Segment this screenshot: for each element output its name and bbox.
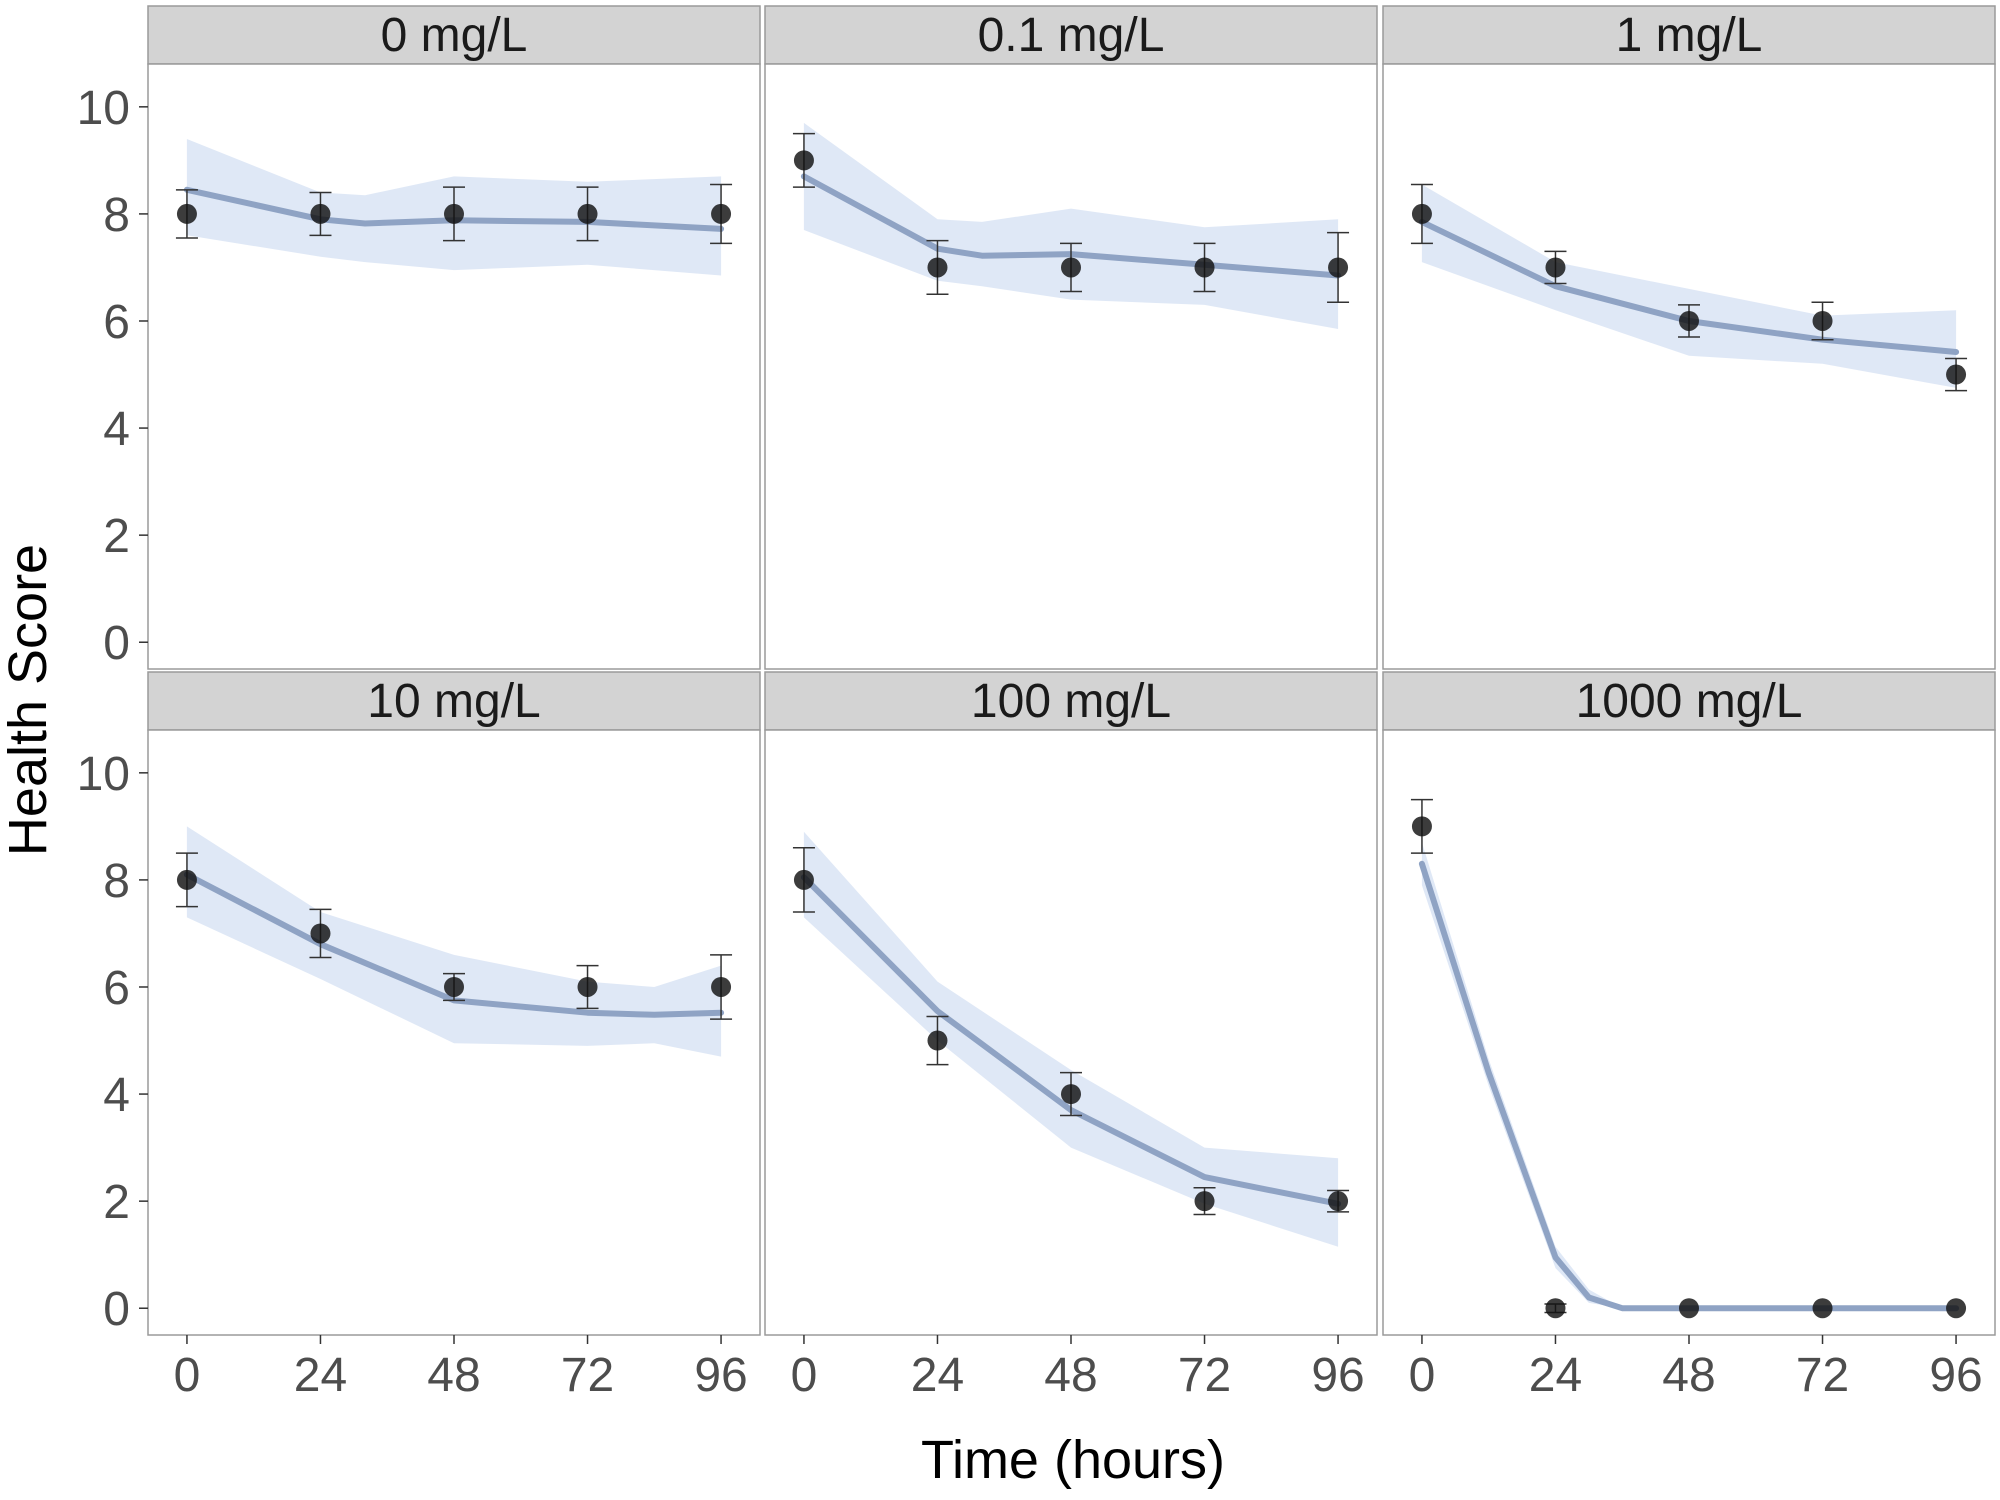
y-tick-label: 10	[77, 748, 130, 801]
smooth-line	[183, 186, 725, 232]
facet-panel: 100 mg/L	[764, 671, 1378, 1336]
x-tick-label: 72	[1796, 1349, 1849, 1402]
x-tick-label: 0	[1409, 1349, 1436, 1402]
plot-area	[764, 63, 1378, 670]
y-tick-label: 8	[103, 189, 130, 242]
confidence-ribbon	[803, 831, 1339, 1247]
facet-strip	[147, 5, 761, 65]
data-point	[310, 203, 331, 224]
data-point	[444, 203, 464, 224]
x-tick-label: 24	[911, 1349, 964, 1402]
y-tick-label: 8	[103, 855, 130, 908]
smooth-line	[183, 871, 725, 1018]
data-point	[927, 257, 948, 278]
x-tick-label: 24	[294, 1349, 347, 1402]
y-tick-label: 4	[103, 403, 130, 456]
facet-panel: 0 mg/L	[147, 5, 761, 670]
facet-title: 1000 mg/L	[1576, 675, 1803, 728]
facet-title: 100 mg/L	[971, 675, 1171, 728]
y-tick-label: 0	[103, 1283, 130, 1336]
smooth-line	[800, 173, 1342, 279]
data-point	[1411, 816, 1432, 837]
data-point	[1194, 257, 1215, 278]
facet-title: 1 mg/L	[1616, 9, 1763, 62]
x-tick-label: 0	[791, 1349, 818, 1402]
plot-area	[1382, 729, 1996, 1336]
x-tick-label: 0	[174, 1349, 201, 1402]
data-point	[1545, 257, 1566, 278]
data-point	[1679, 1298, 1699, 1319]
y-axis-title: Health Score	[0, 544, 58, 856]
y-tick-label: 2	[103, 1176, 130, 1229]
x-tick-label: 96	[694, 1349, 747, 1402]
facet-strip	[1382, 671, 1996, 731]
y-tick-label: 0	[103, 617, 130, 670]
facet-strip	[147, 671, 761, 731]
data-point	[310, 923, 331, 944]
x-axis: 0 24 48 72 96 0 24 48 72 96 0 24 48 72 96	[174, 1335, 1983, 1402]
y-tick-label: 6	[103, 962, 130, 1015]
data-point	[176, 869, 197, 890]
facet-panel: 1000 mg/L	[1382, 671, 1996, 1336]
x-tick-label: 48	[1044, 1349, 1097, 1402]
panels-layer: 0 mg/L 0.1 mg/L 1 mg/L 10 mg/L 100 mg/L 1000 …	[147, 5, 1996, 1336]
y-tick-label: 4	[103, 1069, 130, 1122]
data-point	[1545, 1298, 1566, 1319]
data-point	[577, 203, 598, 224]
plot-area	[764, 729, 1378, 1336]
data-point	[711, 203, 732, 224]
facet-title: 10 mg/L	[367, 675, 540, 728]
data-point	[793, 150, 814, 171]
y-tick-label: 2	[103, 510, 130, 563]
facet-title: 0 mg/L	[381, 9, 528, 62]
y-tick-label: 6	[103, 296, 130, 349]
data-point	[1946, 364, 1967, 385]
facet-title: 0.1 mg/L	[978, 9, 1165, 62]
facet-panel: 0.1 mg/L	[764, 5, 1378, 670]
x-tick-label: 96	[1929, 1349, 1982, 1402]
data-point	[1061, 1084, 1081, 1105]
smooth-line	[1418, 860, 1960, 1312]
data-point	[793, 869, 814, 890]
facet-strip	[764, 5, 1378, 65]
facet-strip	[764, 671, 1378, 731]
data-point	[1812, 1298, 1833, 1319]
y-tick-label: 10	[77, 82, 130, 135]
data-point	[577, 976, 598, 997]
x-tick-label: 96	[1311, 1349, 1364, 1402]
plot-area	[147, 63, 761, 670]
data-point	[711, 976, 732, 997]
x-tick-label: 48	[1662, 1349, 1715, 1402]
data-point	[1328, 257, 1349, 278]
x-tick-label: 72	[1178, 1349, 1231, 1402]
x-tick-label: 72	[561, 1349, 614, 1402]
x-tick-label: 24	[1529, 1349, 1582, 1402]
data-point	[1328, 1191, 1349, 1212]
data-point	[1679, 310, 1699, 331]
data-point	[176, 203, 197, 224]
data-point	[927, 1030, 948, 1051]
y-axis: 0 2 4 6 8 10 0 2 4 6 8 10	[77, 82, 148, 1336]
facet-panel: 1 mg/L	[1382, 5, 1996, 670]
data-point	[1061, 257, 1081, 278]
facet-panel: 10 mg/L	[147, 671, 761, 1336]
data-point	[1812, 310, 1833, 331]
data-point	[1194, 1191, 1215, 1212]
data-point	[1946, 1298, 1967, 1319]
data-point	[444, 976, 464, 997]
x-axis-title: Time (hours)	[921, 1430, 1225, 1490]
data-point	[1411, 203, 1432, 224]
x-tick-label: 48	[427, 1349, 480, 1402]
